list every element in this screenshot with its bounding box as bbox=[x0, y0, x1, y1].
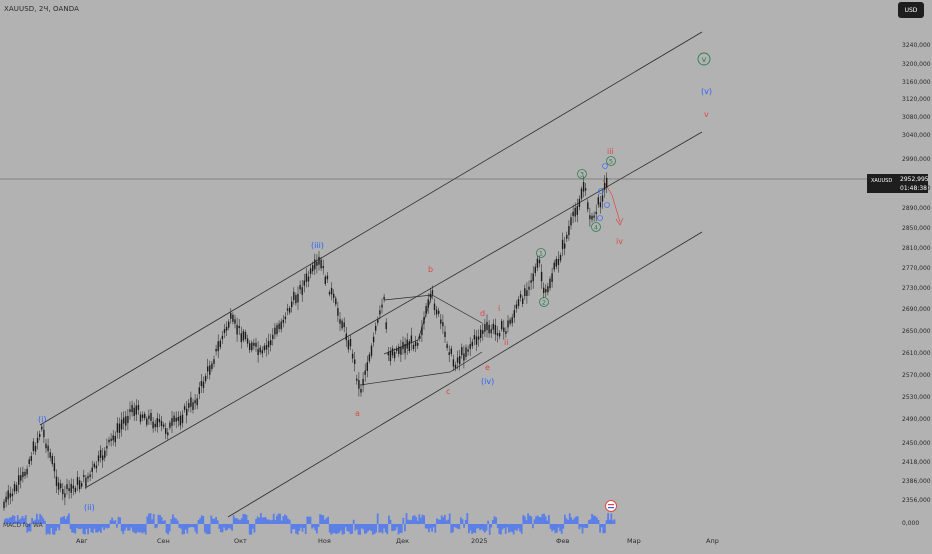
svg-text:3: 3 bbox=[580, 171, 584, 179]
x-tick-sep: Сен bbox=[157, 537, 170, 545]
x-tick-aug: Авг bbox=[76, 537, 88, 545]
wave-label-e-red[interactable]: e bbox=[485, 363, 490, 372]
event-flag-icon[interactable] bbox=[605, 500, 617, 512]
x-tick-oct: Окт bbox=[234, 537, 247, 545]
y-tick-label: 2530,000 bbox=[902, 394, 931, 401]
y-tick-label: 2570,000 bbox=[902, 372, 931, 379]
forecast-arrow-head bbox=[615, 217, 624, 226]
triangle-lower-line[interactable] bbox=[359, 351, 483, 386]
currency-button[interactable]: USD bbox=[898, 2, 924, 18]
wave-label-ii-blue[interactable]: (ii) bbox=[84, 503, 95, 512]
y-tick-label: 2610,000 bbox=[902, 350, 931, 357]
forecast-line[interactable] bbox=[602, 179, 621, 223]
x-tick-apr: Апр bbox=[706, 537, 719, 545]
circled-label-4[interactable]: 4 bbox=[591, 222, 601, 232]
macd-histogram bbox=[4, 513, 616, 535]
y-tick-label: 3040,000 bbox=[902, 132, 931, 139]
y-tick-label: 2418,000 bbox=[902, 459, 931, 466]
price-tag-price-value: 2952,995 bbox=[900, 176, 929, 183]
svg-text:2: 2 bbox=[542, 299, 546, 307]
x-tick-nov: Ноя bbox=[318, 537, 331, 545]
wave-label-iv-blue[interactable]: (iv) bbox=[481, 377, 494, 386]
y-tick-label: 2650,000 bbox=[902, 328, 931, 335]
trend-channel[interactable] bbox=[39, 31, 703, 518]
y-tick-label: 2450,000 bbox=[902, 440, 931, 447]
triangle-inner-line[interactable] bbox=[383, 294, 433, 355]
wave-label-d-red[interactable]: d bbox=[480, 309, 485, 318]
circled-label-5[interactable]: 5 bbox=[606, 156, 616, 166]
y-tick-label: 2810,000 bbox=[902, 245, 931, 252]
wave-label-ii-red[interactable]: ii bbox=[504, 338, 508, 347]
channel-middle-line[interactable] bbox=[84, 131, 703, 489]
symbol-header[interactable]: XAUUSD, 2Ч, OANDA bbox=[4, 5, 79, 13]
channel-upper-line[interactable] bbox=[39, 31, 703, 426]
x-tick-feb: Фев bbox=[556, 537, 570, 545]
y-tick-label: 2850,000 bbox=[902, 225, 931, 232]
y-tick-label: 3160,000 bbox=[902, 79, 931, 86]
wave-label-b-red[interactable]: b bbox=[428, 265, 433, 274]
channel-lower-line[interactable] bbox=[227, 231, 703, 518]
wave-label-v-red[interactable]: v bbox=[704, 110, 709, 119]
price-tag-countdown: 01:48:38 bbox=[900, 185, 927, 192]
svg-text:v: v bbox=[702, 55, 707, 64]
wave-label-iii-blue[interactable]: (iii) bbox=[311, 241, 324, 250]
circled-label-3[interactable]: 3 bbox=[577, 169, 587, 179]
circled-label-2[interactable]: 2 bbox=[539, 297, 549, 307]
x-tick-2025: 2025 bbox=[471, 537, 488, 545]
candlestick-series bbox=[3, 172, 608, 511]
y-tick-label: 3200,000 bbox=[902, 61, 931, 68]
triangle-pattern[interactable] bbox=[359, 294, 483, 386]
wave-label-i-blue[interactable]: (i) bbox=[38, 415, 46, 424]
svg-text:1: 1 bbox=[539, 250, 543, 258]
y-tick-label: 3120,000 bbox=[902, 96, 931, 103]
y-tick-label: 2990,000 bbox=[902, 156, 931, 163]
x-tick-dec: Дек bbox=[396, 537, 409, 545]
circled-label-1[interactable]: 1 bbox=[536, 248, 546, 258]
y-tick-label: 2770,000 bbox=[902, 265, 931, 272]
y-tick-label: 3080,000 bbox=[902, 114, 931, 121]
y-tick-label: 3240,000 bbox=[902, 42, 931, 49]
x-tick-mar: Мар bbox=[627, 537, 641, 545]
price-tag[interactable]: XAUUSD 2952,995 2952,995 01:48:38 bbox=[867, 174, 929, 193]
y-tick-label: 2730,000 bbox=[902, 285, 931, 292]
svg-text:5: 5 bbox=[609, 158, 613, 166]
svg-text:4: 4 bbox=[594, 224, 598, 232]
wave-label-i-red[interactable]: i bbox=[498, 304, 500, 313]
wave-label-iii-red[interactable]: iii bbox=[607, 147, 614, 156]
y-tick-label: 2386,000 bbox=[902, 478, 931, 485]
price-tag-symbol: XAUUSD bbox=[871, 178, 892, 184]
x-axis: Авг Сен Окт Ноя Дек 2025 Фев Мар Апр bbox=[76, 537, 719, 545]
y-tick-label: 2356,000 bbox=[902, 497, 931, 504]
circled-wave-labels[interactable]: 1 2 3 4 5 v bbox=[536, 52, 711, 307]
wave-labels[interactable]: (i) (ii) (iii) (iv) (v) a b c d e i ii i… bbox=[38, 87, 712, 512]
y-axis[interactable]: 3240,000 3200,000 3160,000 3120,000 3080,000… bbox=[902, 42, 931, 504]
circled-label-v[interactable]: v bbox=[697, 52, 711, 66]
y-tick-label: 2890,000 bbox=[902, 205, 931, 212]
indicator-name[interactable]: MACD for WA bbox=[3, 522, 43, 529]
sub-wave-markers bbox=[597, 163, 610, 221]
indicator-axis-label: 0,000 bbox=[902, 520, 919, 527]
wave-label-v-blue[interactable]: (v) bbox=[701, 87, 712, 96]
wave-label-c-red[interactable]: c bbox=[446, 387, 450, 396]
y-tick-label: 2490,000 bbox=[902, 416, 931, 423]
triangle-upper-line[interactable] bbox=[383, 294, 483, 324]
wave-label-iv-red[interactable]: iv bbox=[616, 237, 623, 246]
wave-label-a-red[interactable]: a bbox=[355, 409, 360, 418]
y-tick-label: 2690,000 bbox=[902, 306, 931, 313]
